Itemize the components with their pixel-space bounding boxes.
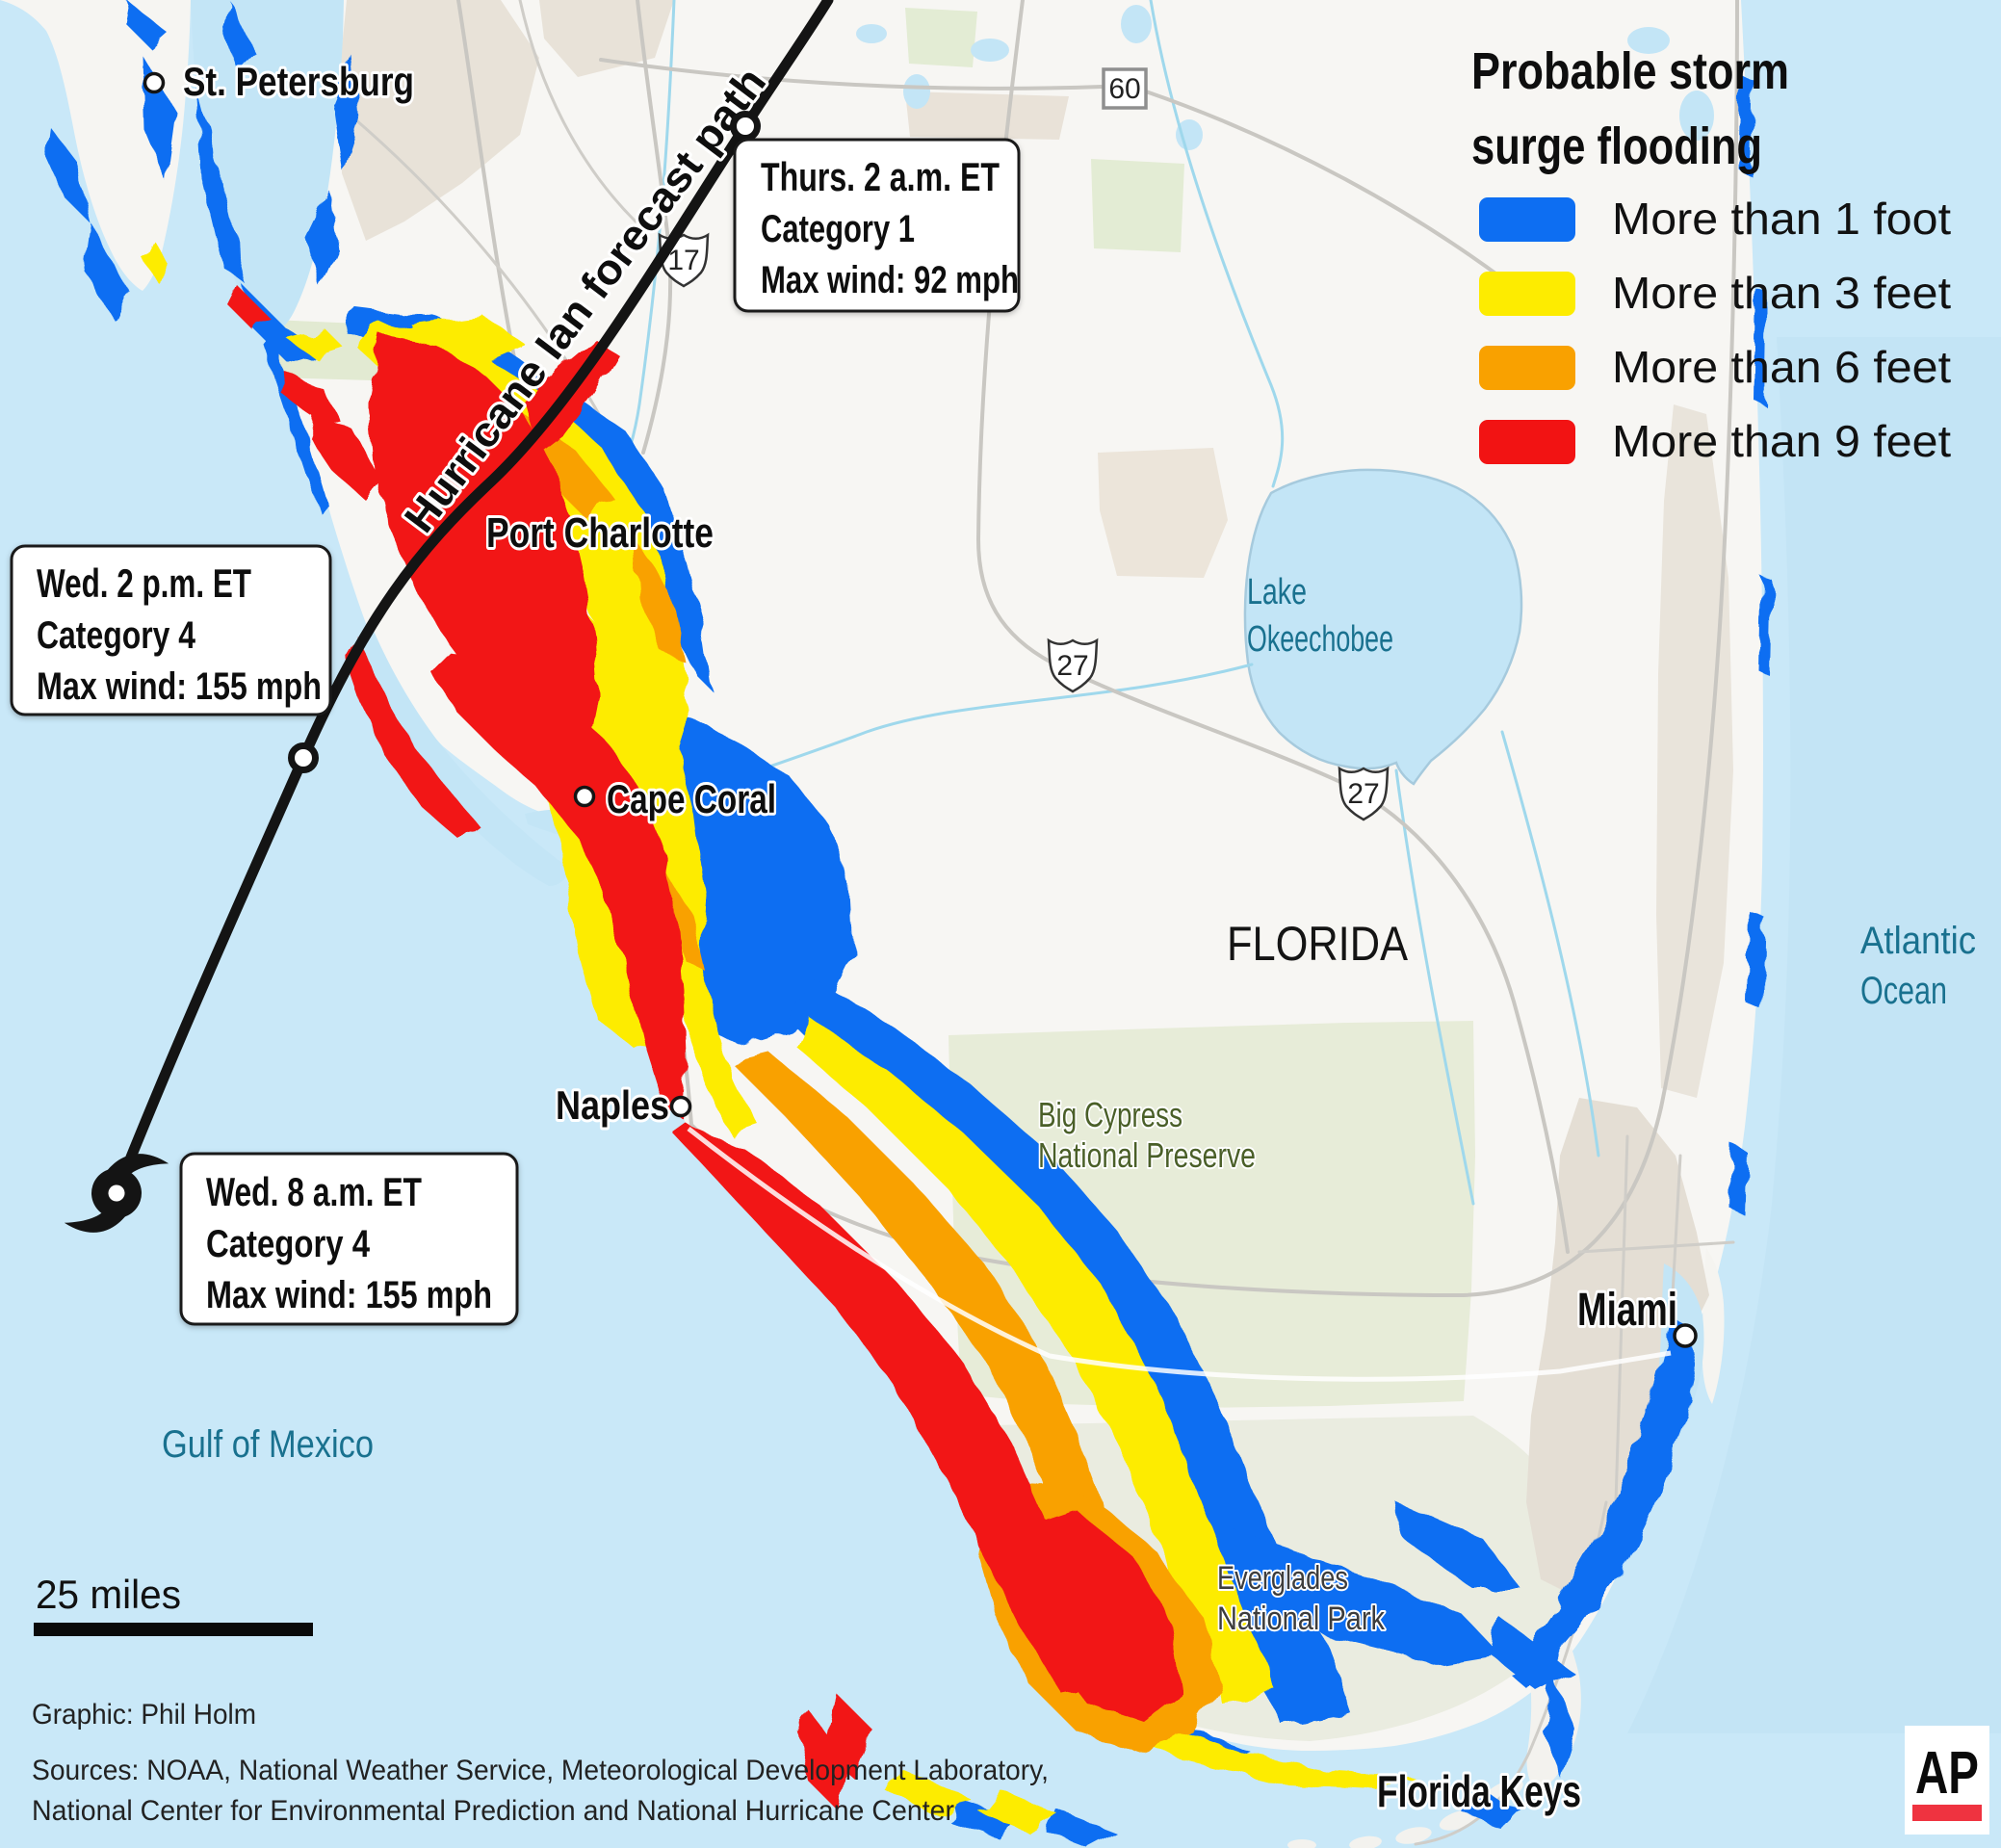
scale-bar-label: 25 miles (36, 1572, 181, 1617)
route-shield-27-south: 27 (1338, 766, 1390, 821)
cape-coral-label: Cape Coral (607, 776, 776, 821)
us-27-road (976, 0, 1570, 1254)
route-shield-27-west: 27 (1047, 638, 1099, 693)
forecast-point-thurs2am (730, 111, 761, 142)
tampa-urban (339, 0, 539, 241)
gulf-of-mexico-label: Gulf of Mexico (162, 1423, 374, 1466)
credit-sources-1: Sources: NOAA, National Weather Service,… (32, 1755, 1049, 1786)
atlantic-ocean-label-1: Atlantic (1860, 920, 1976, 962)
everglades-label-2: National Park (1217, 1601, 1386, 1637)
forecast-point-wed2pm (288, 742, 319, 773)
route-shield-60: 60 (1102, 67, 1148, 110)
route-shield-27-west-label: 27 (1056, 650, 1088, 682)
callout-thurs-2am-time: Thurs. 2 a.m. ET (761, 154, 1000, 199)
legend-swatch-9ft (1479, 420, 1575, 464)
legend: Probable storm surge flooding More than … (1471, 42, 1951, 466)
scale-bar: 25 miles (34, 1572, 313, 1636)
big-cypress-label-2: National Preserve (1038, 1135, 1256, 1175)
credits: Graphic: Phil Holm Sources: NOAA, Nation… (32, 1699, 1049, 1827)
florida-label: FLORIDA (1227, 917, 1409, 971)
st-petersburg-label: St. Petersburg (183, 59, 414, 104)
water-labels: Lake Okeechobee Atlantic Ocean Gulf of M… (162, 572, 1976, 1466)
cape-coral-dot (573, 785, 596, 808)
big-cypress-label-1: Big Cypress (1038, 1095, 1182, 1134)
callout-thurs-2am-wind: Max wind: 92 mph (761, 259, 1019, 301)
lake-okeechobee-label-2: Okeechobee (1247, 619, 1393, 660)
legend-label-9ft: More than 9 feet (1612, 416, 1951, 466)
miami-dot (1673, 1323, 1698, 1348)
naples-label: Naples (556, 1082, 669, 1128)
callout-wed-2pm-wind: Max wind: 155 mph (37, 665, 322, 708)
callout-wed-8am: Wed. 8 a.m. ET Category 4 Max wind: 155 … (179, 1152, 519, 1326)
miami-label: Miami (1577, 1285, 1677, 1336)
tamiami-trail-road (687, 1127, 1672, 1382)
credit-sources-2: National Center for Environmental Predic… (32, 1795, 954, 1827)
florida-keys-label: Florida Keys (1377, 1766, 1581, 1816)
callout-wed-2pm-category: Category 4 (37, 614, 196, 657)
lake-okeechobee (1243, 468, 1523, 786)
atlantic-ocean-label-2: Ocean (1860, 970, 1947, 1012)
legend-title-2: surge flooding (1471, 117, 1762, 175)
urban-areas (339, 0, 1733, 1599)
ap-logo-redbar (1912, 1805, 1982, 1821)
route-shield-17-label: 17 (667, 245, 699, 276)
callout-wed-8am-time: Wed. 8 a.m. ET (206, 1169, 422, 1214)
everglades-label-1: Everglades (1217, 1560, 1348, 1597)
legend-swatch-1ft (1479, 197, 1575, 242)
callout-thurs-2am-category: Category 1 (761, 208, 915, 250)
scale-bar-rule (34, 1623, 313, 1636)
callout-wed-2pm-time: Wed. 2 p.m. ET (37, 560, 251, 606)
route-shield-27-south-label: 27 (1347, 778, 1379, 810)
city-labels: St. Petersburg Port Charlotte Cape Coral… (180, 56, 1680, 1819)
ap-logo: AP (1905, 1726, 1989, 1835)
legend-label-1ft: More than 1 foot (1612, 194, 1951, 244)
callout-wed-8am-category: Category 4 (206, 1223, 371, 1265)
callout-wed-2pm: Wed. 2 p.m. ET Category 4 Max wind: 155 … (10, 544, 332, 716)
route-shield-60-label: 60 (1108, 73, 1140, 105)
hurricane-icon (64, 1154, 169, 1233)
legend-swatch-6ft (1479, 346, 1575, 390)
naples-dot (669, 1095, 692, 1118)
credit-graphic: Graphic: Phil Holm (32, 1699, 256, 1731)
port-charlotte-label: Port Charlotte (486, 509, 714, 557)
atlantic-deep-band (1627, 337, 2001, 1733)
legend-swatch-3ft (1479, 272, 1575, 316)
ap-logo-text: AP (1915, 1740, 1979, 1807)
st-petersburg-dot (143, 71, 166, 94)
pine-island-sound (360, 624, 570, 886)
callout-thurs-2am: Thurs. 2 a.m. ET Category 1 Max wind: 92… (733, 138, 1021, 313)
lake-okeechobee-label-1: Lake (1247, 572, 1307, 612)
route-shield-17: 17 (658, 232, 710, 288)
miami-urban (1526, 1098, 1709, 1599)
legend-title-1: Probable storm (1471, 42, 1789, 100)
callout-wed-8am-wind: Max wind: 155 mph (206, 1274, 492, 1316)
region-labels: FLORIDA Big Cypress National Preserve Ev… (1036, 917, 1409, 1639)
city-markers (143, 71, 1698, 1348)
legend-label-3ft: More than 3 feet (1612, 268, 1951, 318)
legend-label-6ft: More than 6 feet (1612, 342, 1951, 392)
